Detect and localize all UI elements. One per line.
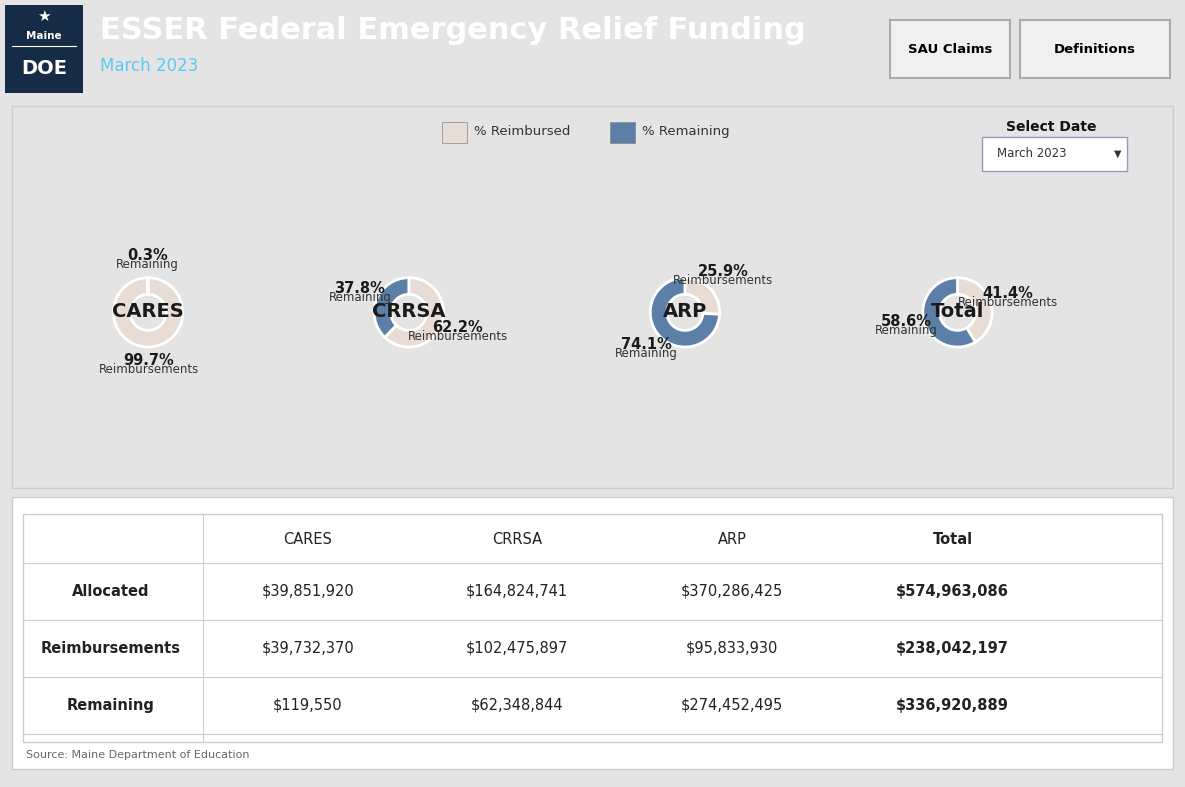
Text: Remaining: Remaining [66,697,154,712]
Text: $39,851,920: $39,851,920 [262,583,354,599]
Text: Reimbursements: Reimbursements [408,330,508,343]
Text: 0.3%: 0.3% [127,248,168,263]
Text: March 2023: March 2023 [997,147,1066,160]
Wedge shape [385,278,443,347]
Text: Reimbursements: Reimbursements [673,274,774,287]
Text: $119,550: $119,550 [274,697,342,712]
Text: $336,920,889: $336,920,889 [896,697,1008,712]
Text: CARES: CARES [113,302,184,321]
Text: 74.1%: 74.1% [621,337,672,352]
Text: SAU Claims: SAU Claims [908,42,992,56]
Text: $102,475,897: $102,475,897 [466,641,568,656]
Text: CRRSA: CRRSA [492,532,542,547]
Wedge shape [685,278,719,314]
Text: 25.9%: 25.9% [698,264,749,279]
Bar [610,121,635,142]
Text: Remaining: Remaining [328,290,391,304]
Text: Definitions: Definitions [1053,42,1136,56]
Text: $164,824,741: $164,824,741 [466,583,568,599]
Wedge shape [374,278,409,338]
Text: $62,348,844: $62,348,844 [470,697,563,712]
Text: ESSER Federal Emergency Relief Funding: ESSER Federal Emergency Relief Funding [100,16,806,45]
Text: Allocated: Allocated [72,583,149,599]
Text: $238,042,197: $238,042,197 [896,641,1008,656]
Text: Total: Total [930,302,985,321]
Text: $574,963,086: $574,963,086 [896,583,1008,599]
Text: $95,833,930: $95,833,930 [686,641,779,656]
Text: Remaining: Remaining [615,346,678,360]
Text: Select Date: Select Date [1006,120,1096,134]
Text: March 2023: March 2023 [100,57,198,76]
Wedge shape [651,278,719,347]
Text: Reimbursements: Reimbursements [98,363,199,376]
Text: Total: Total [933,532,973,547]
Wedge shape [923,278,975,347]
Text: ARP: ARP [717,532,747,547]
Text: ★: ★ [37,9,51,24]
Text: 99.7%: 99.7% [123,353,174,368]
Text: % Reimbursed: % Reimbursed [474,124,570,138]
Text: 37.8%: 37.8% [334,281,385,296]
Text: Remaining: Remaining [116,257,179,271]
Bar [442,121,467,142]
Text: Maine: Maine [26,31,62,41]
Bar [24,514,1161,741]
Text: 41.4%: 41.4% [982,286,1033,301]
Text: DOE: DOE [21,59,68,78]
Text: Source: Maine Department of Education: Source: Maine Department of Education [26,750,249,760]
Text: $274,452,495: $274,452,495 [680,697,783,712]
Text: ARP: ARP [662,302,707,321]
Bar [5,5,83,94]
Text: CARES: CARES [283,532,333,547]
Text: Reimbursements: Reimbursements [40,641,180,656]
Wedge shape [114,278,182,347]
Wedge shape [957,278,992,342]
Bar [1020,20,1170,78]
Text: ▼: ▼ [1114,149,1121,158]
Text: % Remaining: % Remaining [642,124,730,138]
Text: $370,286,425: $370,286,425 [680,583,783,599]
Bar [981,137,1127,171]
Text: 62.2%: 62.2% [433,320,483,335]
Text: Remaining: Remaining [876,324,939,338]
Text: Reimbursements: Reimbursements [959,296,1058,309]
Bar [890,20,1010,78]
Text: $39,732,370: $39,732,370 [262,641,354,656]
Text: 58.6%: 58.6% [882,315,933,330]
Text: CRRSA: CRRSA [372,302,446,321]
